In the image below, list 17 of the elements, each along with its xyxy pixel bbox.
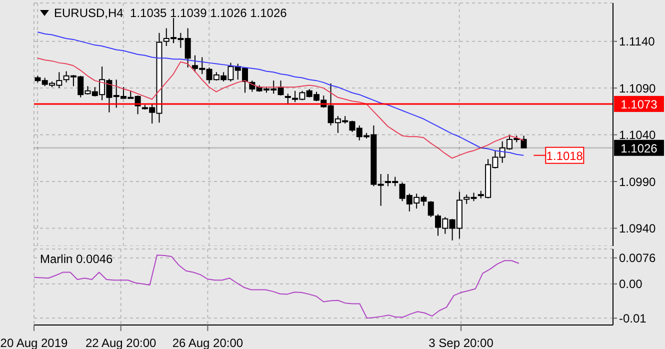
- y-tick-label: -0.01: [619, 311, 647, 326]
- ref-line-label: 1.1073: [620, 97, 658, 112]
- data-label: 1.1018: [546, 148, 584, 163]
- candlestick: [520, 135, 527, 148]
- y-tick-label: 0.00: [619, 277, 643, 292]
- y-tick-label: 1.1040: [619, 128, 656, 142]
- ref-line-label: 1.1026: [620, 141, 658, 156]
- line-series: [34, 254, 520, 319]
- y-tick-label: 1.0990: [619, 174, 656, 189]
- chart-title: Marlin 0.0046: [40, 252, 113, 266]
- candlestick: [428, 200, 434, 218]
- y-tick-label: 1.1140: [619, 34, 656, 49]
- y-tick-label: 1.1090: [619, 81, 656, 96]
- candlestick: [284, 93, 291, 104]
- y-tick-label: 1.0940: [619, 222, 656, 236]
- y-tick-label: 0.0076: [619, 251, 656, 266]
- chart-title: EURUSD,H4 1.1035 1.1039 1.1026 1.1026: [54, 6, 287, 20]
